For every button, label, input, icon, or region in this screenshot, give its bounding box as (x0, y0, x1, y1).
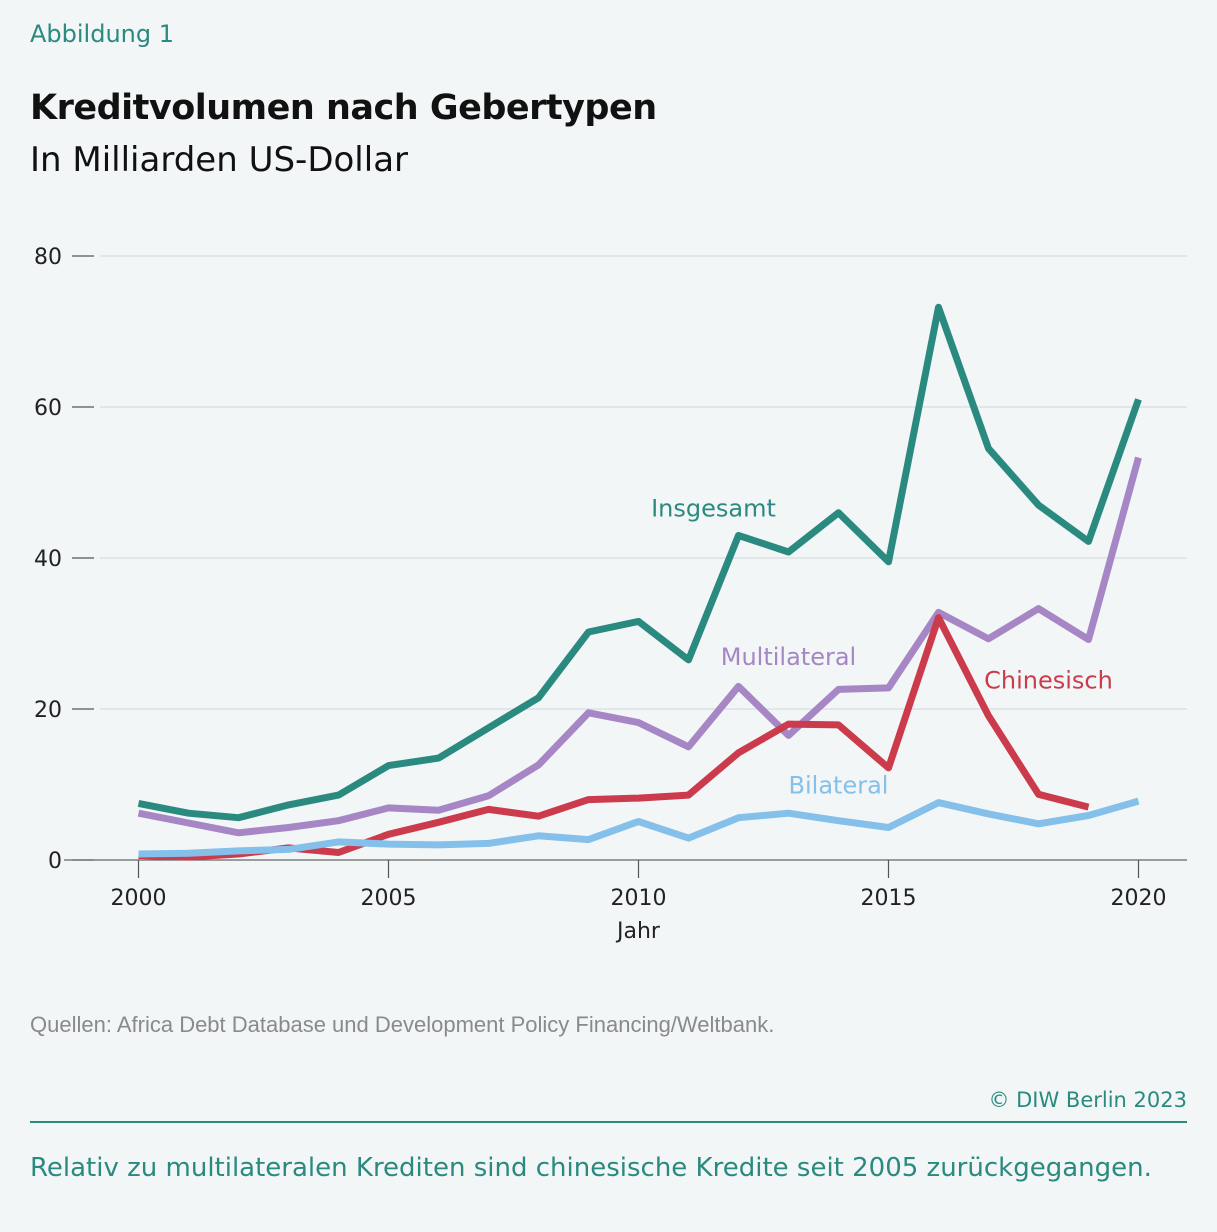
chart-title: Kreditvolumen nach Gebertypen (30, 88, 657, 128)
x-tick-label: 2000 (111, 886, 167, 911)
series-label-chinesisch: Chinesisch (984, 667, 1113, 695)
series-line-insgesamt (137, 303, 1142, 822)
x-tick-label: 2005 (361, 886, 417, 911)
x-tick-label: 2020 (1111, 886, 1167, 911)
key-takeaway: Relativ zu multilateralen Krediten sind … (30, 1153, 1152, 1183)
y-tick-label: 20 (34, 698, 62, 723)
series-label-insgesamt: Insgesamt (651, 494, 776, 522)
series-label-multilateral: Multilateral (721, 643, 856, 671)
grid-layer (100, 255, 1187, 710)
x-tick-label: 2010 (611, 886, 667, 911)
series-label-layer: Insgesamt Multilateral Chinesisch Bilateral (651, 494, 1113, 799)
series-line-multilateral (137, 456, 1142, 837)
figure-label: Abbildung 1 (30, 20, 175, 48)
source-note: Quellen: Africa Debt Database und Develo… (30, 1012, 775, 1037)
x-axis-label: Jahr (615, 919, 661, 944)
series-label-bilateral: Bilateral (789, 772, 889, 800)
chart-subtitle: In Milliarden US-Dollar (30, 140, 409, 180)
series-line-bilateral (138, 797, 1140, 858)
footer-divider (30, 1121, 1187, 1123)
series-line-chinesisch (138, 614, 1090, 861)
line-chart: 0 20 40 60 80 2000 2005 2010 2015 2020 Jahr Insges… (34, 245, 1187, 944)
axis-layer: 0 20 40 60 80 2000 2005 2010 2015 2020 Jahr (34, 245, 1187, 944)
copyright: © DIW Berlin 2023 (988, 1088, 1187, 1112)
y-tick-label: 60 (34, 396, 62, 421)
series-layer (137, 303, 1142, 861)
y-tick-label: 80 (34, 245, 62, 270)
y-tick-label: 40 (34, 547, 62, 572)
x-tick-label: 2015 (861, 886, 917, 911)
y-tick-label: 0 (48, 849, 62, 874)
